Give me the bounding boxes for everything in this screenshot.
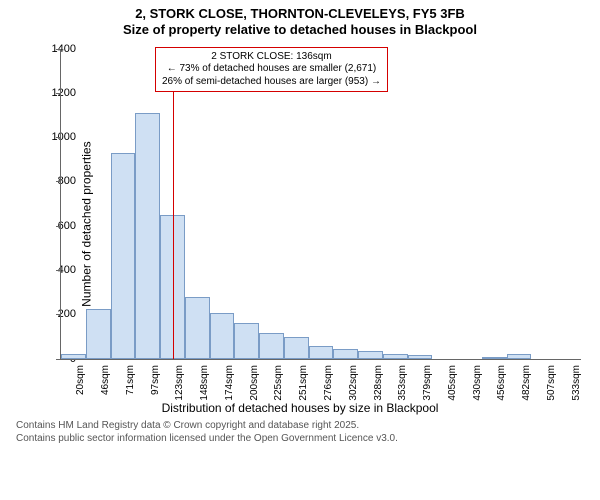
histogram-bar — [210, 313, 235, 358]
title-line-1: 2, STORK CLOSE, THORNTON-CLEVELEYS, FY5 … — [0, 6, 600, 22]
footer-line-2: Contains public sector information licen… — [16, 432, 590, 445]
histogram-bar — [135, 113, 160, 359]
chart-area: Number of detached properties 0200400600… — [0, 39, 600, 419]
histogram-bar — [408, 355, 433, 358]
property-marker-line — [173, 49, 174, 359]
histogram-bar — [234, 323, 259, 358]
histogram-bar — [86, 309, 111, 359]
histogram-bar — [259, 333, 284, 358]
annotation-line-3: 26% of semi-detached houses are larger (… — [162, 76, 381, 89]
histogram-bar — [507, 354, 532, 358]
annotation-line-2: ← 73% of detached houses are smaller (2,… — [162, 63, 381, 76]
histogram-bar — [284, 337, 309, 358]
histogram-bar — [185, 297, 210, 359]
footer-line-1: Contains HM Land Registry data © Crown c… — [16, 419, 590, 432]
title-line-2: Size of property relative to detached ho… — [0, 22, 600, 38]
chart-titles: 2, STORK CLOSE, THORNTON-CLEVELEYS, FY5 … — [0, 0, 600, 39]
x-axis-label: Distribution of detached houses by size … — [0, 401, 600, 415]
histogram-bar — [111, 153, 136, 359]
annotation-box: 2 STORK CLOSE: 136sqm ← 73% of detached … — [155, 47, 388, 93]
histogram-bar — [358, 351, 383, 359]
plot-area: 2 STORK CLOSE: 136sqm ← 73% of detached … — [60, 49, 581, 360]
histogram-bar — [61, 354, 86, 358]
histogram-bar — [309, 346, 334, 358]
annotation-line-1: 2 STORK CLOSE: 136sqm — [162, 51, 381, 64]
histogram-bar — [482, 357, 507, 359]
histogram-bar — [333, 349, 358, 359]
histogram-bar — [383, 354, 408, 358]
footer: Contains HM Land Registry data © Crown c… — [0, 419, 600, 451]
